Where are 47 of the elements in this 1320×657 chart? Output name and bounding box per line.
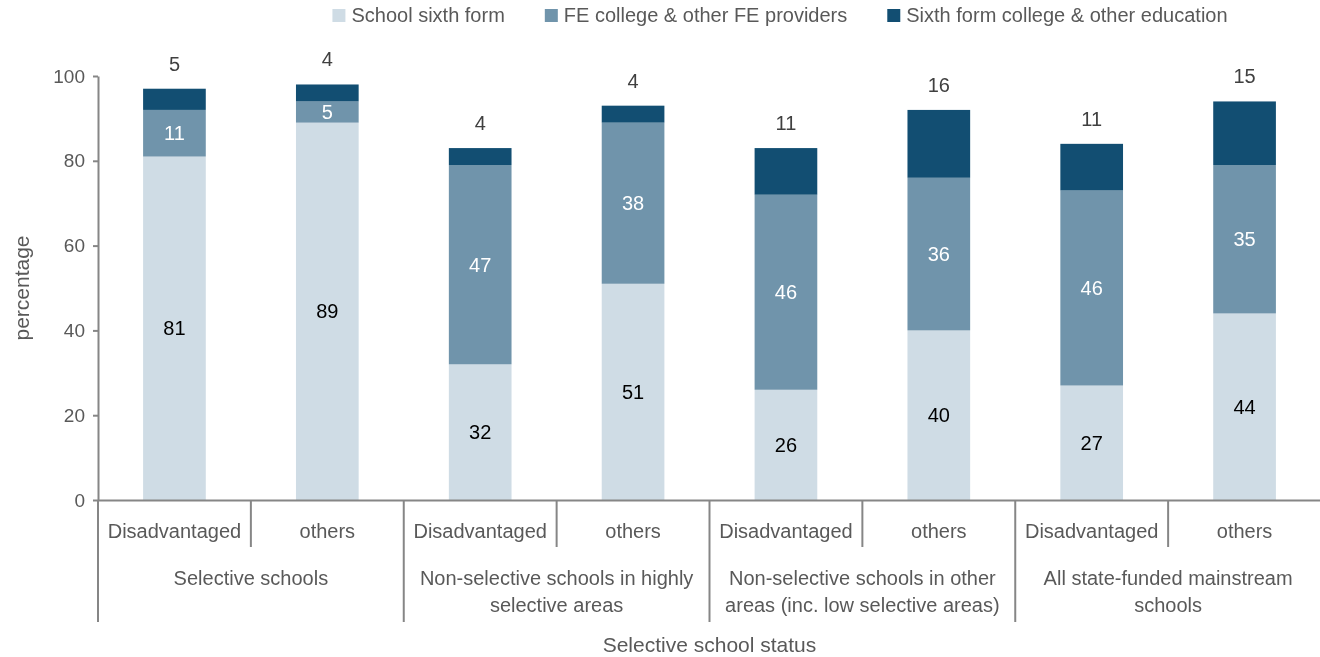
data-label: 15 [1233, 65, 1256, 88]
data-label: 46 [774, 281, 798, 304]
data-label: 81 [163, 317, 186, 340]
data-label: 5 [321, 101, 333, 124]
text: Selective schools [173, 567, 329, 589]
data-label: 11 [164, 122, 185, 145]
data-label: 32 [469, 421, 492, 444]
y-tick-label: 0 [74, 489, 85, 511]
data-label: 4 [627, 69, 639, 92]
data-label: 40 [927, 404, 950, 427]
x-tick-label: others [605, 520, 661, 543]
data-label: 35 [1233, 228, 1256, 251]
x-tick-label: others [911, 520, 967, 543]
text: All state-funded mainstream schools [1043, 567, 1293, 616]
x-tick-label: Disadvantaged [413, 520, 547, 543]
data-label: 4 [321, 48, 333, 71]
data-label: 89 [316, 300, 339, 323]
x-tick-label: Disadvantaged [719, 520, 853, 543]
y-tick-label: 20 [63, 404, 85, 426]
text: Non-selective schools in highly selective areas [419, 567, 694, 616]
data-label: 5 [168, 52, 180, 75]
x-tick-label: Disadvantaged [1024, 520, 1159, 543]
data-label: 47 [469, 253, 492, 276]
data-label: 38 [621, 192, 645, 215]
y-axis-title: percentage [10, 235, 33, 341]
y-tick-label: 100 [53, 65, 85, 87]
y-tick-label: 40 [63, 319, 85, 341]
data-label: 51 [621, 380, 645, 403]
data-label: 27 [1080, 431, 1103, 454]
data-label: 44 [1233, 395, 1256, 418]
x-tick-label: Disadvantaged [107, 520, 242, 543]
x-axis-title: Selective school status [602, 633, 817, 656]
text: Non-selective schools in other areas (inc. low selective areas) [725, 567, 1000, 616]
data-label: 11 [775, 112, 797, 135]
legend-label: Sixth form college & other education [906, 4, 1228, 26]
x-tick-label: others [299, 520, 356, 543]
data-label: 11 [1081, 107, 1103, 130]
legend-label: School sixth form [351, 4, 505, 26]
y-tick-label: 80 [63, 150, 85, 172]
data-label: 4 [474, 112, 486, 135]
data-label: 46 [1080, 277, 1103, 299]
data-label: 16 [927, 73, 950, 96]
x-tick-label: others [1216, 520, 1273, 543]
data-label: 36 [927, 243, 950, 266]
y-tick-label: 60 [63, 235, 85, 257]
legend-label: FE college & other FE providers [563, 4, 848, 26]
data-label: 26 [774, 433, 798, 456]
